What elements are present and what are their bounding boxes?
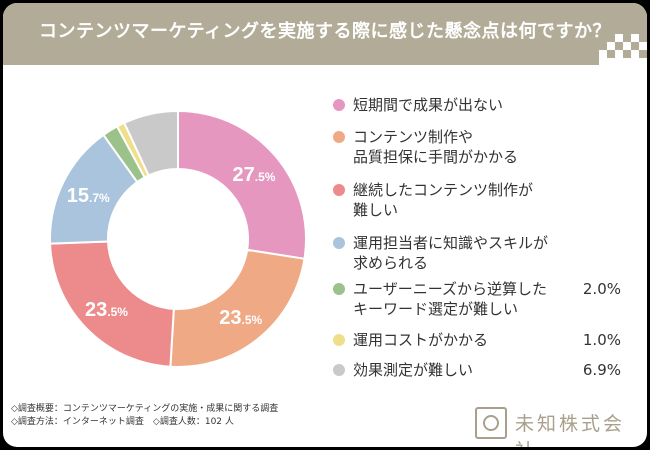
- survey-method: ◇調査方法：インターネット調査 ◇調査人数：102 人: [11, 417, 234, 427]
- slice-value-label: 15.7%: [67, 185, 110, 207]
- donut-slice: [122, 109, 179, 177]
- slice-value-label: 23.5%: [219, 307, 262, 329]
- legend-swatch: [333, 364, 345, 376]
- legend-label: コンテンツ制作や 品質担保に手間がかかる: [353, 128, 519, 166]
- legend-label: 短期間で成果が出ない: [353, 96, 504, 114]
- company-name: 未知株式会社: [515, 413, 626, 447]
- donut-slice: [169, 248, 306, 368]
- legend-swatch: [333, 237, 345, 249]
- company-logo: 未知株式会社: [475, 403, 645, 447]
- legend-label: 継続したコンテンツ制作が 難しい: [353, 181, 534, 219]
- legend-swatch: [333, 184, 345, 196]
- legend-value: 1.0%: [582, 331, 621, 349]
- legend-label: 運用担当者に知識やスキルが 求められる: [353, 234, 549, 272]
- survey-footer: ◇調査概要：コンテンツマーケティングの実施・成果に関する調査 ◇調査方法：インタ…: [11, 403, 278, 429]
- donut-slice: [177, 109, 307, 260]
- legend-swatch: [333, 283, 345, 295]
- legend-value: 2.0%: [582, 280, 621, 298]
- legend-swatch: [333, 334, 345, 346]
- slice-value-label: 23.5%: [85, 299, 128, 321]
- donut-slice: [49, 240, 175, 368]
- company-seal-icon: [475, 407, 507, 439]
- infographic-card: コンテンツマーケティングを実施する際に感じた懸念点は何ですか？ 27.5% 23.…: [3, 3, 647, 447]
- legend-swatch: [333, 99, 345, 111]
- survey-summary: ◇調査概要：コンテンツマーケティングの実施・成果に関する調査: [11, 404, 279, 414]
- legend-label: 運用コストがかかる: [353, 331, 489, 349]
- legend-label: ユーザーニーズから逆算した キーワード選定が難しい: [353, 280, 547, 318]
- donut-chart: 27.5% 23.5% 23.5% 15.7%: [49, 109, 307, 368]
- header-banner: コンテンツマーケティングを実施する際に感じた懸念点は何ですか？: [3, 3, 647, 65]
- chart-title: コンテンツマーケティングを実施する際に感じた懸念点は何ですか？: [38, 21, 612, 42]
- checker-pattern: [599, 34, 647, 65]
- slice-value-label: 27.5%: [233, 164, 276, 186]
- legend-label: 効果測定が難しい: [353, 361, 474, 379]
- legend-swatch: [333, 131, 345, 143]
- legend-value: 6.9%: [582, 361, 621, 379]
